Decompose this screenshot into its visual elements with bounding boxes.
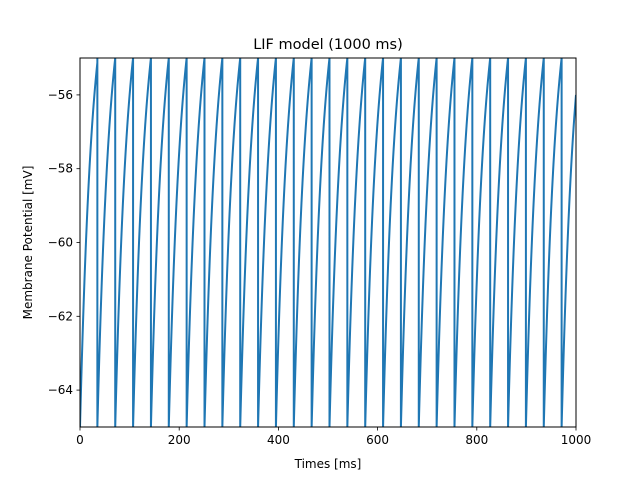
- y-tick-label: −56: [48, 88, 73, 102]
- y-axis: −64 −62 −60 −58 −56: [48, 88, 80, 397]
- x-axis: 0 200 400 600 800 1000: [76, 427, 591, 447]
- x-axis-label: Times [ms]: [294, 457, 362, 471]
- y-tick-label: −60: [48, 236, 73, 250]
- x-tick-label: 600: [366, 433, 389, 447]
- chart-title: LIF model (1000 ms): [253, 37, 403, 53]
- y-tick-label: −62: [48, 309, 73, 323]
- y-tick-label: −58: [48, 162, 73, 176]
- x-tick-label: 0: [76, 433, 84, 447]
- y-axis-label: Membrane Potential [mV]: [21, 166, 35, 320]
- series-group: [80, 58, 576, 427]
- x-tick-label: 800: [465, 433, 488, 447]
- x-tick-label: 1000: [561, 433, 592, 447]
- membrane-potential-line: [80, 58, 576, 427]
- x-tick-label: 200: [168, 433, 191, 447]
- x-tick-label: 400: [267, 433, 290, 447]
- y-tick-label: −64: [48, 383, 73, 397]
